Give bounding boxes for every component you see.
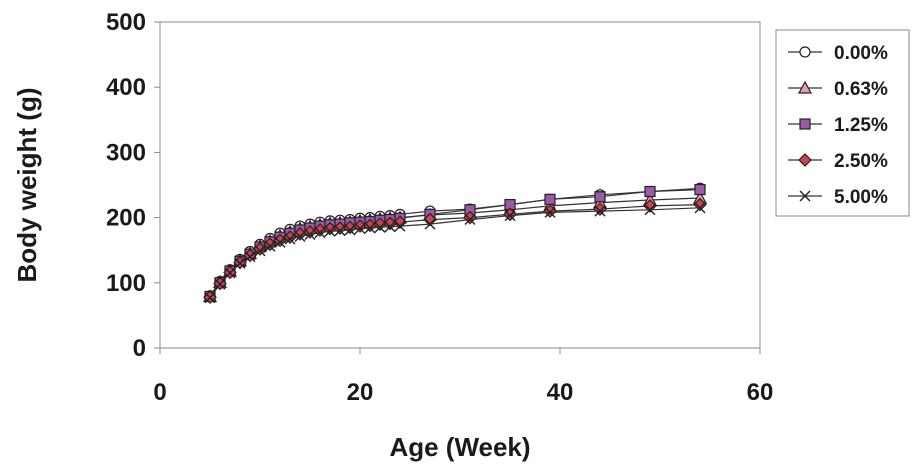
legend-marker	[799, 118, 811, 130]
x-tick-label: 0	[153, 379, 166, 406]
x-tick-label: 60	[747, 379, 774, 406]
x-axis-title: Age (Week)	[389, 432, 530, 462]
data-point	[694, 202, 706, 214]
legend-label: 0.00%	[834, 43, 888, 64]
data-point	[214, 278, 226, 290]
y-tick-label: 300	[106, 139, 146, 166]
data-point	[464, 214, 476, 226]
series-x	[204, 202, 706, 304]
legend-box	[775, 29, 910, 217]
y-tick-label: 0	[133, 335, 146, 362]
data-point	[374, 221, 386, 233]
data-point	[393, 215, 407, 230]
y-tick-label: 400	[106, 74, 146, 101]
data-point	[643, 199, 657, 213]
data-point	[234, 257, 246, 269]
data-point	[644, 204, 656, 216]
data-point	[334, 225, 346, 237]
data-point	[424, 218, 436, 230]
data-point	[224, 267, 236, 279]
legend-label: 5.00%	[834, 187, 888, 208]
data-point	[314, 227, 326, 239]
legend: 0.00% 0.63% 1.25% 2.50% 5.00%	[775, 29, 910, 217]
legend-item: 1.25%	[788, 115, 888, 136]
data-point	[504, 210, 516, 222]
data-point	[544, 206, 556, 218]
data-point	[204, 292, 216, 304]
data-point	[264, 240, 276, 252]
y-axis-title: Body weight (g)	[12, 88, 42, 283]
data-point	[294, 231, 306, 243]
data-point	[274, 236, 286, 248]
data-point	[594, 205, 606, 217]
data-point	[394, 220, 406, 232]
y-tick-label: 100	[106, 270, 146, 297]
legend-marker	[797, 80, 813, 94]
data-point	[344, 224, 356, 236]
data-point	[364, 222, 376, 234]
data-point	[284, 233, 296, 245]
data-point	[324, 225, 336, 237]
data-point	[544, 193, 556, 205]
data-point	[244, 251, 256, 263]
legend-label: 0.63%	[834, 79, 888, 100]
legend-label: 1.25%	[834, 115, 888, 136]
legend-marker	[799, 46, 811, 58]
data-point	[594, 191, 606, 203]
x-axis: 0 20 40 60	[153, 348, 773, 406]
data-point	[384, 221, 396, 233]
legend-marker	[799, 190, 811, 202]
legend-item: 0.00%	[788, 43, 888, 64]
x-tick-label: 20	[347, 379, 374, 406]
legend-item: 2.50%	[788, 151, 888, 172]
legend-label: 2.50%	[834, 151, 888, 172]
x-tick-label: 40	[547, 379, 574, 406]
data-point	[694, 183, 706, 196]
y-tick-label: 500	[106, 9, 146, 36]
plot-area	[159, 21, 761, 349]
legend-item: 0.63%	[788, 79, 888, 100]
data-point	[644, 185, 656, 198]
series-layer	[202, 182, 708, 304]
data-point	[423, 212, 437, 227]
data-point	[354, 223, 366, 235]
data-point	[254, 245, 266, 257]
legend-marker	[798, 153, 812, 167]
legend-item: 5.00%	[788, 187, 888, 208]
y-tick-label: 200	[106, 205, 146, 232]
y-axis: 0 100 200 300 400 500	[106, 9, 160, 362]
data-point	[304, 229, 316, 241]
